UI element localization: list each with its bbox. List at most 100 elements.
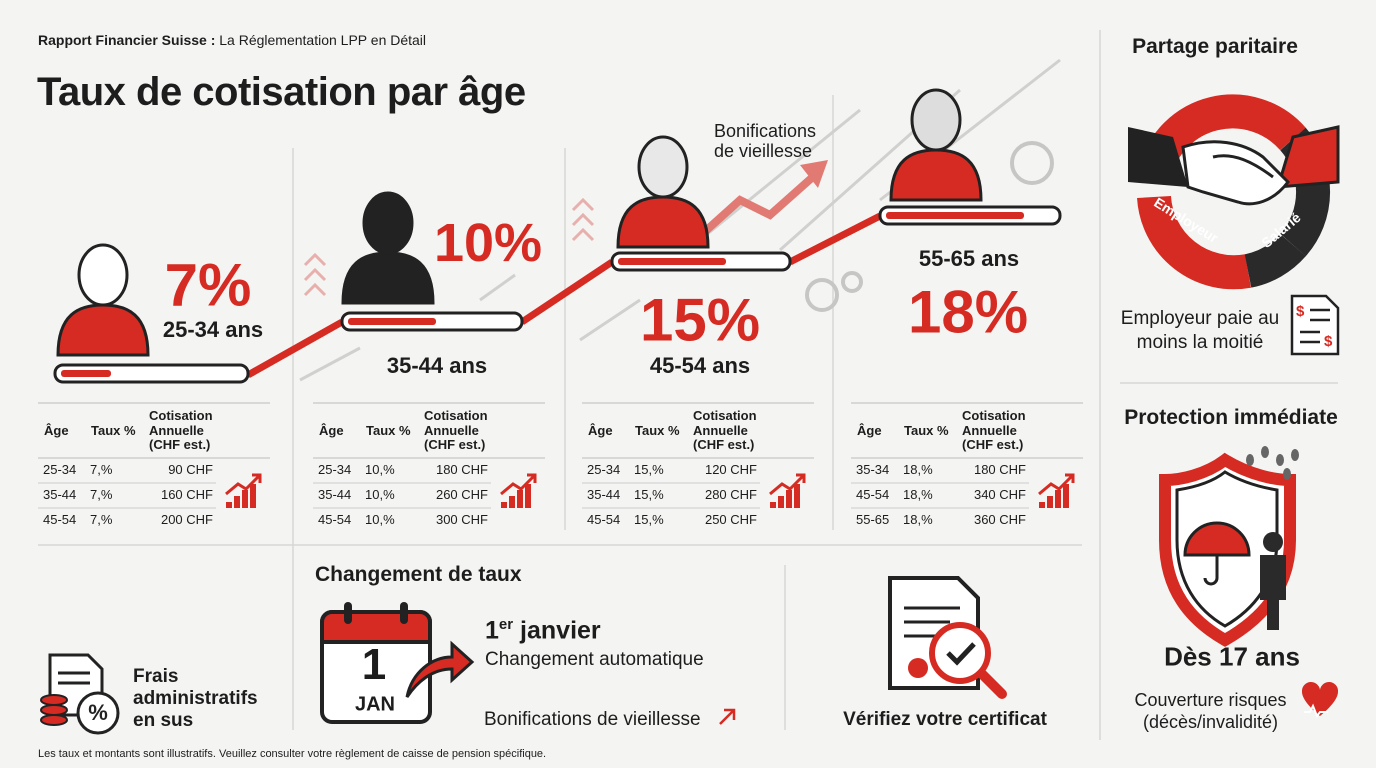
trend-icon — [1038, 473, 1075, 508]
table-cell: 25-34 — [318, 462, 352, 477]
trend-icon — [500, 473, 537, 508]
progress-fill — [348, 318, 436, 325]
table-cell: 45-54 — [587, 512, 621, 527]
trend-bar — [778, 496, 784, 508]
age-range: 25-34 ans — [162, 317, 264, 342]
date-day: 1 — [485, 616, 499, 645]
progress-fill — [618, 258, 726, 265]
table-cell: 15,% — [634, 512, 664, 527]
table-cell: 200 CHF — [160, 512, 213, 527]
table-cell: 300 CHF — [435, 512, 488, 527]
table-header: Âge — [857, 423, 882, 438]
table-cell: 10,% — [365, 487, 395, 502]
table-cell: 35-44 — [43, 487, 77, 502]
progress-track — [53, 363, 250, 384]
table-cell: 10,% — [365, 512, 395, 527]
table-cell: 160 CHF — [160, 487, 213, 502]
trend-bar — [1055, 490, 1061, 508]
table-cell: 90 CHF — [168, 462, 213, 477]
protection-title: Protection immédiate — [1124, 406, 1338, 429]
trend-arrow — [225, 473, 262, 496]
trend-icon — [225, 473, 262, 508]
split-note: Employeur paie au moins la moitié — [1120, 308, 1280, 353]
table-cell: 35-44 — [318, 487, 352, 502]
rate-change-title: Changement de taux — [315, 563, 522, 586]
trend-bar — [794, 484, 800, 508]
trend-bar — [250, 484, 256, 508]
rate-change-link: Bonifications de vieillesse — [484, 709, 701, 730]
table-header: Taux % — [904, 423, 949, 438]
kicker: Rapport Financier Suisse : — [38, 32, 216, 48]
trend-bar — [1063, 484, 1069, 508]
trend-arrow — [500, 473, 537, 496]
trend-bar — [525, 484, 531, 508]
table-cell: 35-44 — [587, 487, 621, 502]
rate: 18% — [907, 278, 1029, 346]
table-cell: 45-54 — [43, 512, 77, 527]
trend-arrow — [1038, 473, 1075, 496]
svg-text:$: $ — [1296, 303, 1305, 320]
trend-bar — [1039, 502, 1045, 508]
person-head — [637, 135, 689, 199]
progress-fill — [61, 370, 111, 377]
table-header: Cotisation Annuelle (CHF est.) — [693, 408, 757, 452]
table-cell: 55-65 — [856, 512, 890, 527]
person-head — [910, 88, 962, 152]
trend-bar — [242, 490, 248, 508]
date: 1er janvier — [485, 616, 601, 645]
table-cell: 360 CHF — [973, 512, 1026, 527]
age-range: 55-65 ans — [918, 246, 1020, 271]
table-cell: 18,% — [903, 512, 933, 527]
table-cell: 7,% — [90, 462, 113, 477]
table-header: Âge — [44, 423, 69, 438]
table-header: Âge — [319, 423, 344, 438]
rate: 7% — [164, 251, 252, 319]
person-body — [616, 195, 710, 249]
table-header: Taux % — [91, 423, 136, 438]
progress-fill — [886, 212, 1024, 219]
table-cell: 280 CHF — [704, 487, 757, 502]
person-body — [889, 148, 983, 202]
rate-change-note: Changement automatique — [485, 649, 704, 670]
trend-icon — [769, 473, 806, 508]
rate: 15% — [639, 286, 761, 354]
trend-bar — [786, 490, 792, 508]
calendar-month: JAN — [354, 693, 396, 716]
table-cell: 15,% — [634, 487, 664, 502]
table-cell: 7,% — [90, 487, 113, 502]
table-cell: 7,% — [90, 512, 113, 527]
trend-bar — [517, 490, 523, 508]
age-range: 35-44 ans — [386, 353, 488, 378]
table-cell: 18,% — [903, 487, 933, 502]
protection-age: Dès 17 ans — [1164, 641, 1300, 672]
table-header: Taux % — [366, 423, 411, 438]
trend-bar — [501, 502, 507, 508]
table-cell: 260 CHF — [435, 487, 488, 502]
table-cell: 18,% — [903, 462, 933, 477]
person-head — [77, 243, 129, 307]
certificate: Vérifiez votre certificat — [843, 709, 1047, 730]
table-cell: 45-54 — [318, 512, 352, 527]
rate: 10% — [433, 213, 543, 273]
table-header: Cotisation Annuelle (CHF est.) — [962, 408, 1026, 452]
split-title: Partage paritaire — [1132, 35, 1298, 58]
trend-bar — [226, 502, 232, 508]
table-cell: 180 CHF — [435, 462, 488, 477]
table-cell: 10,% — [365, 462, 395, 477]
table-header: Âge — [588, 423, 613, 438]
table-cell: 340 CHF — [973, 487, 1026, 502]
date-suffix: er — [498, 616, 514, 633]
table-cell: 120 CHF — [704, 462, 757, 477]
svg-text:%: % — [88, 700, 108, 725]
table-cell: 15,% — [634, 462, 664, 477]
table-header: Cotisation Annuelle (CHF est.) — [424, 408, 488, 452]
trend-bar — [234, 496, 240, 508]
trend-bar — [770, 502, 776, 508]
header: Rapport Financier Suisse : La Réglementa… — [38, 32, 426, 48]
person-body — [341, 251, 435, 305]
table-cell: 35-34 — [856, 462, 890, 477]
age-range: 45-54 ans — [649, 353, 751, 378]
annotation: Bonifications de vieillesse — [714, 121, 817, 161]
